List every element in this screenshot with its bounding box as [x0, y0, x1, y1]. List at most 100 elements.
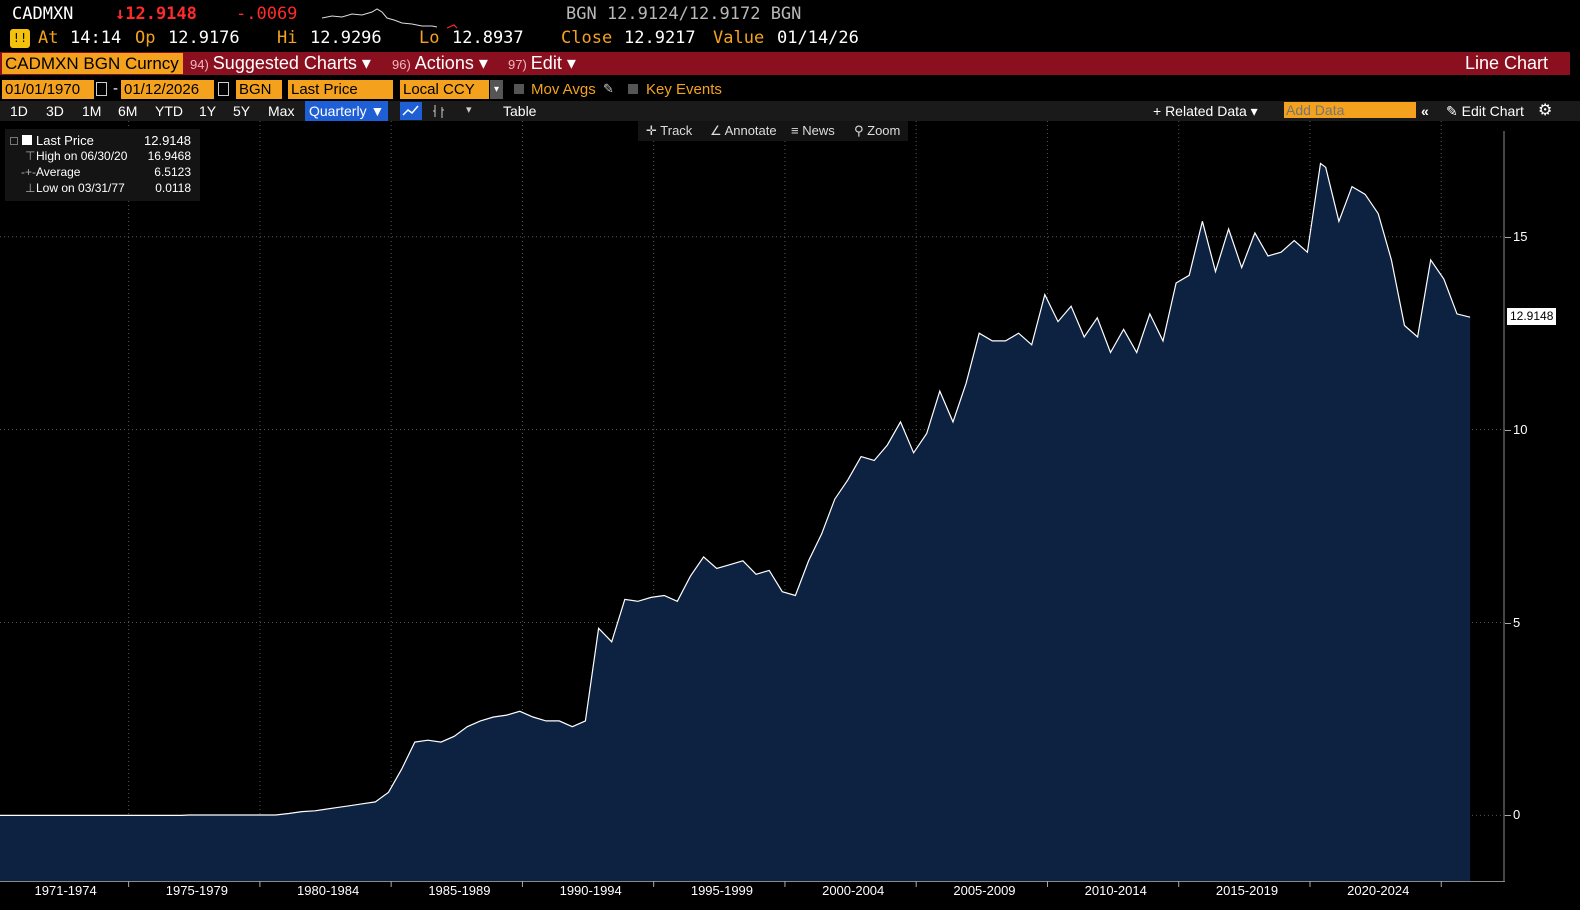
key-events-label[interactable]: Key Events	[646, 81, 722, 98]
zoom-tool[interactable]: ⚲ Zoom	[854, 123, 900, 139]
currency-selector[interactable]: Local CCY	[400, 80, 489, 99]
range-toolbar: 1D 3D 1M 6M YTD 1Y 5Y Max Quarterly ▼ ▾ …	[0, 101, 1580, 121]
x-tick-label: 1971-1974	[34, 883, 97, 898]
x-tick-label: 2005-2009	[953, 883, 1016, 898]
y-tick-mark	[1505, 236, 1511, 238]
range-1y-button[interactable]: 1Y	[199, 103, 217, 119]
close-label: Close	[561, 28, 613, 48]
edit-number: 97)	[508, 57, 527, 72]
range-max-button[interactable]: Max	[268, 103, 295, 119]
suggested-charts-menu[interactable]: 94) Suggested Charts ▾	[190, 52, 371, 75]
chevron-down-icon[interactable]: ▾	[466, 104, 472, 116]
related-data-button[interactable]: + Related Data ▾	[1153, 103, 1258, 119]
low-marker-icon: ⊥	[25, 181, 36, 195]
chart-legend: Last Price 12.9148 ⊤ High on 06/30/20 16…	[5, 129, 200, 201]
table-button[interactable]: Table	[503, 103, 537, 119]
frequency-selector[interactable]: Quarterly ▼	[305, 101, 389, 121]
edit-chart-button[interactable]: ✎ Edit Chart	[1446, 101, 1524, 121]
news-label: News	[802, 123, 835, 138]
quote-header: CADMXN ↓12.9148 -.0069 BGN 12.9124/12.91…	[0, 4, 1580, 29]
x-axis: 1971-1974 1975-1979 1980-1984 1985-1989 1990…	[0, 881, 1505, 910]
range-6m-button[interactable]: 6M	[118, 103, 138, 119]
magnifier-icon: ⚲	[854, 123, 868, 138]
range-1m-button[interactable]: 1M	[82, 103, 102, 119]
legend-last-price-value: 12.9148	[144, 133, 191, 148]
zoom-label: Zoom	[867, 123, 901, 138]
actions-menu[interactable]: 96) Actions ▾	[392, 52, 488, 75]
chevron-down-icon[interactable]: ▾	[490, 80, 503, 99]
source-field[interactable]: BGN	[236, 80, 282, 99]
edit-menu[interactable]: 97) Edit ▾	[508, 52, 576, 75]
y-tick-label: 5	[1513, 614, 1521, 630]
security-field[interactable]: CADMXN BGN Curncy	[2, 53, 183, 74]
x-tick-label: 2020-2024	[1347, 883, 1410, 898]
x-tick-label: 1975-1979	[165, 883, 228, 898]
y-tick-mark	[1505, 429, 1511, 431]
chart-type-label[interactable]: Line Chart	[1464, 53, 1548, 73]
line-chart-icon[interactable]	[400, 102, 422, 120]
x-tick-label: 1985-1989	[428, 883, 491, 898]
price-chart[interactable]	[0, 121, 1505, 881]
x-tick-label: 1980-1984	[297, 883, 360, 898]
legend-low-label: Low on 03/31/77	[36, 181, 125, 195]
chart-tools-toolbar: ✛ Track ∠ Annotate ≡ News ⚲ Zoom	[638, 121, 908, 141]
quote-detail-row: !! At 14:14 Op 12.9176 Hi 12.9296 Lo 12.…	[0, 28, 1580, 50]
value-date: 01/14/26	[777, 28, 859, 48]
mov-avgs-checkbox[interactable]	[514, 84, 524, 94]
bar-chart-icon[interactable]	[430, 102, 448, 120]
high-value: 12.9296	[310, 28, 382, 48]
alert-icon[interactable]: !!	[10, 29, 30, 48]
pencil-icon[interactable]: ✎	[603, 81, 614, 96]
price-change: -.0069	[236, 4, 298, 24]
open-label: Op	[135, 28, 156, 48]
calendar-icon[interactable]	[96, 82, 107, 96]
legend-average: -+- Average 6.5123	[5, 165, 195, 181]
x-axis-ticks	[0, 881, 1505, 887]
high-label: Hi	[277, 28, 298, 48]
range-ytd-button[interactable]: YTD	[155, 103, 183, 119]
date-range-separator: -	[113, 80, 118, 97]
gear-icon[interactable]: ⚙	[1538, 102, 1553, 119]
x-tick-label: 2000-2004	[822, 883, 885, 898]
suggested-charts-label: Suggested Charts ▾	[212, 53, 371, 73]
range-5y-button[interactable]: 5Y	[233, 103, 251, 119]
edit-label: Edit ▾	[530, 53, 576, 73]
start-date-field[interactable]: 01/01/1970	[2, 80, 94, 99]
sparkline-icon	[322, 8, 458, 29]
legend-last-price-label: Last Price	[36, 133, 94, 148]
x-tick-label: 1995-1999	[690, 883, 754, 898]
calendar-icon[interactable]	[218, 82, 229, 96]
collapse-icon[interactable]	[10, 137, 18, 145]
field-selector[interactable]: Last Price	[288, 80, 393, 99]
range-1d-button[interactable]: 1D	[10, 103, 28, 119]
at-label: At	[38, 28, 59, 48]
at-time: 14:14	[70, 28, 122, 48]
legend-high-value: 16.9468	[147, 149, 191, 163]
track-label: Track	[660, 123, 693, 138]
end-date-field[interactable]: 01/12/2026	[121, 80, 214, 99]
price-line[interactable]	[0, 162, 1471, 816]
high-marker-icon: ⊤	[25, 149, 36, 163]
annotate-label: Annotate	[724, 123, 777, 138]
add-data-input[interactable]	[1284, 102, 1416, 118]
collapse-icon[interactable]: «	[1421, 103, 1429, 119]
actions-number: 96)	[392, 57, 411, 72]
key-events-checkbox[interactable]	[628, 84, 638, 94]
track-tool[interactable]: ✛ Track	[646, 123, 692, 139]
open-value: 12.9176	[168, 28, 240, 48]
actions-label: Actions ▾	[414, 53, 488, 73]
low-label: Lo	[419, 28, 440, 48]
legend-low-value: 0.0118	[155, 181, 191, 195]
chart-settings-row: 01/01/1970 - 01/12/2026 BGN Last Price L…	[0, 80, 1580, 100]
edit-chart-label: Edit Chart	[1461, 103, 1524, 119]
x-tick-label: 2015-2019	[1215, 883, 1279, 898]
mov-avgs-label[interactable]: Mov Avgs	[531, 81, 596, 98]
ticker-symbol[interactable]: CADMXN	[12, 4, 74, 24]
pencil-icon: ✎	[1446, 103, 1462, 119]
annotate-tool[interactable]: ∠ Annotate	[710, 123, 777, 139]
line-draw-icon: ∠	[710, 123, 725, 138]
range-3d-button[interactable]: 3D	[46, 103, 64, 119]
y-tick-label: 10	[1513, 421, 1528, 437]
news-tool[interactable]: ≡ News	[791, 123, 835, 138]
y-tick-mark	[1505, 815, 1511, 817]
